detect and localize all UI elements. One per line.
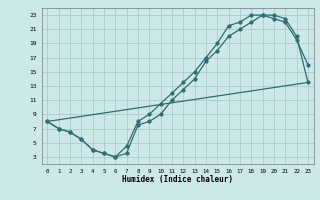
X-axis label: Humidex (Indice chaleur): Humidex (Indice chaleur) <box>122 175 233 184</box>
